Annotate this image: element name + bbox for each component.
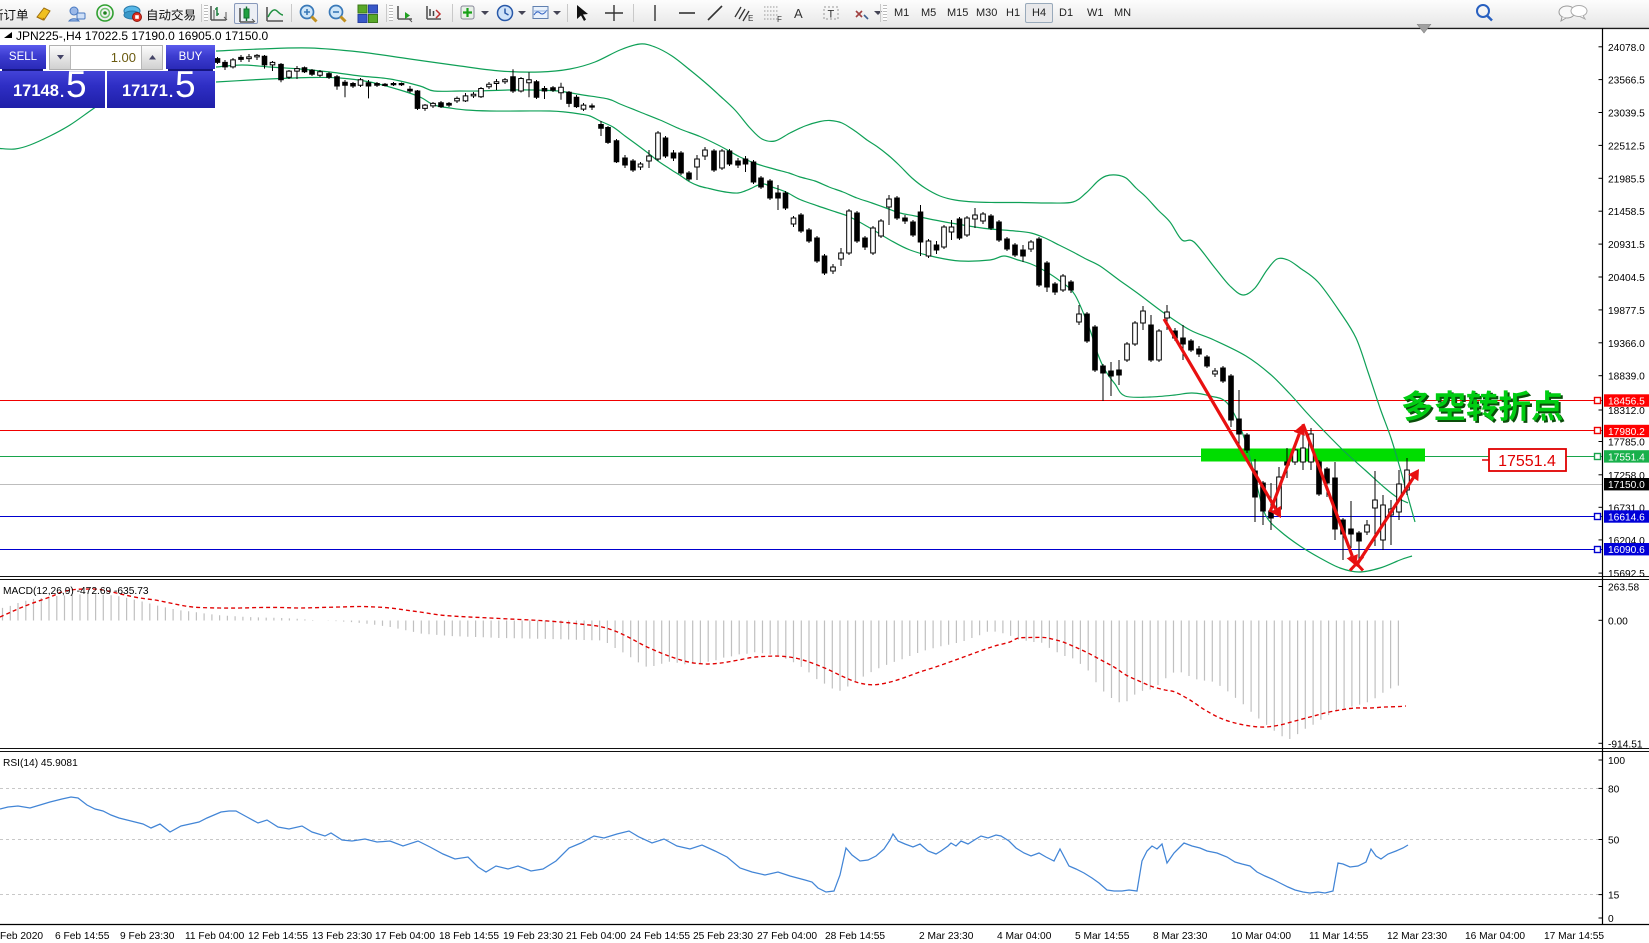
- svg-text:12 Feb 14:55: 12 Feb 14:55: [248, 931, 308, 942]
- svg-text:16731.0: 16731.0: [1608, 503, 1645, 514]
- svg-text:15692.5: 15692.5: [1608, 569, 1645, 580]
- svg-text:0: 0: [1608, 914, 1614, 925]
- svg-text:20404.5: 20404.5: [1608, 273, 1645, 284]
- svg-text:19877.5: 19877.5: [1608, 306, 1645, 317]
- svg-text:9 Feb 23:30: 9 Feb 23:30: [120, 931, 175, 942]
- svg-text:23566.5: 23566.5: [1608, 76, 1645, 87]
- svg-text:12 Mar 23:30: 12 Mar 23:30: [1387, 931, 1447, 942]
- svg-text:24078.0: 24078.0: [1608, 43, 1645, 54]
- svg-text:80: 80: [1608, 784, 1620, 795]
- svg-text:23039.5: 23039.5: [1608, 109, 1645, 120]
- svg-text:21458.5: 21458.5: [1608, 207, 1645, 218]
- svg-text:18 Feb 14:55: 18 Feb 14:55: [439, 931, 499, 942]
- svg-text:15: 15: [1608, 891, 1620, 902]
- svg-text:21 Feb 04:00: 21 Feb 04:00: [566, 931, 626, 942]
- svg-text:16090.6: 16090.6: [1608, 545, 1645, 556]
- svg-text:-914.51: -914.51: [1608, 739, 1643, 750]
- svg-text:4 Mar 04:00: 4 Mar 04:00: [997, 931, 1052, 942]
- svg-text:RSI(14) 45.9081: RSI(14) 45.9081: [3, 758, 78, 769]
- svg-text:17150.0: 17150.0: [1608, 480, 1645, 491]
- svg-text:25 Feb 23:30: 25 Feb 23:30: [693, 931, 753, 942]
- svg-text:28 Feb 14:55: 28 Feb 14:55: [825, 931, 885, 942]
- svg-text:F: F: [777, 15, 782, 24]
- svg-text:22512.5: 22512.5: [1608, 141, 1645, 152]
- svg-text:18456.5: 18456.5: [1608, 397, 1645, 408]
- svg-text:5 Mar 14:55: 5 Mar 14:55: [1075, 931, 1130, 942]
- svg-text:19366.0: 19366.0: [1608, 339, 1645, 350]
- svg-text:13 Feb 23:30: 13 Feb 23:30: [312, 931, 372, 942]
- svg-text:27 Feb 04:00: 27 Feb 04:00: [757, 931, 817, 942]
- svg-text:21985.5: 21985.5: [1608, 174, 1645, 185]
- svg-text:24 Feb 14:55: 24 Feb 14:55: [630, 931, 690, 942]
- svg-text:17551.4: 17551.4: [1498, 453, 1556, 470]
- svg-text:17785.0: 17785.0: [1608, 438, 1645, 449]
- svg-text:E: E: [748, 14, 753, 23]
- svg-text:T: T: [828, 9, 835, 21]
- svg-text:17551.4: 17551.4: [1608, 452, 1645, 463]
- svg-text:100: 100: [1608, 756, 1625, 767]
- svg-text:18839.0: 18839.0: [1608, 372, 1645, 383]
- svg-text:18312.0: 18312.0: [1608, 406, 1645, 417]
- svg-text:20931.5: 20931.5: [1608, 240, 1645, 251]
- svg-text:16 Mar 04:00: 16 Mar 04:00: [1465, 931, 1525, 942]
- svg-text:16614.6: 16614.6: [1608, 513, 1645, 524]
- svg-text:17 Mar 14:55: 17 Mar 14:55: [1544, 931, 1604, 942]
- svg-text:50: 50: [1608, 836, 1620, 847]
- svg-text:17258.0: 17258.0: [1608, 471, 1645, 482]
- svg-text:8 Mar 23:30: 8 Mar 23:30: [1153, 931, 1208, 942]
- svg-text:11 Mar 14:55: 11 Mar 14:55: [1309, 931, 1369, 942]
- svg-text:19 Feb 23:30: 19 Feb 23:30: [503, 931, 563, 942]
- svg-text:17 Feb 04:00: 17 Feb 04:00: [375, 931, 435, 942]
- svg-text:17980.2: 17980.2: [1608, 427, 1645, 438]
- svg-text:2 Mar 23:30: 2 Mar 23:30: [919, 931, 974, 942]
- svg-text:6 Feb 14:55: 6 Feb 14:55: [55, 931, 110, 942]
- svg-text:11 Feb 04:00: 11 Feb 04:00: [185, 931, 245, 942]
- svg-text:JPN225-,H4 17022.5 17190.0 16: JPN225-,H4 17022.5 17190.0 16905.0 17150…: [16, 29, 269, 43]
- svg-text:10 Mar 04:00: 10 Mar 04:00: [1231, 931, 1291, 942]
- svg-text:0.00: 0.00: [1608, 616, 1628, 627]
- svg-text:263.58: 263.58: [1608, 583, 1639, 594]
- svg-text:MACD(12,26,9) -472.69 -635.73: MACD(12,26,9) -472.69 -635.73: [3, 586, 149, 597]
- svg-text:16204.0: 16204.0: [1608, 536, 1645, 547]
- svg-text:Feb 2020: Feb 2020: [0, 931, 43, 942]
